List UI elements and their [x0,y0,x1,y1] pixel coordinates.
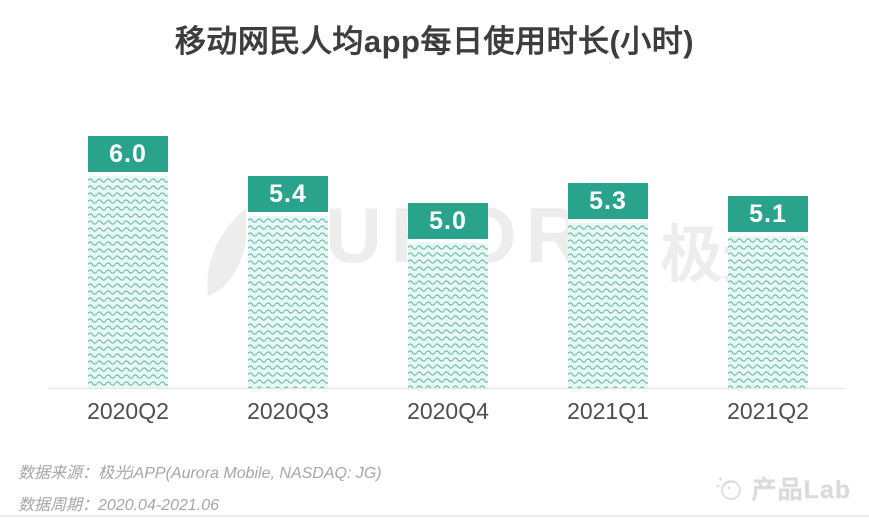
chart-title: 移动网民人均app每日使用时长(小时) [174,24,695,59]
bar-cap: 5.4 [248,176,328,212]
bar-value-label: 5.0 [429,206,467,235]
data-period-note: 数据周期：2020.04-2021.06 [18,497,220,514]
brand-face-icon [716,477,741,500]
bar-value-label: 6.0 [109,139,147,168]
bar-gap [88,172,168,176]
x-axis-label-2021Q2: 2021Q2 [727,398,809,424]
bar-body [728,236,808,388]
bar-cap: 5.3 [568,183,648,219]
brand-logo: 产品Lab [715,470,851,506]
bar-body [568,223,648,388]
x-axis-line [48,388,845,389]
brand-logo-label: 产品Lab [751,476,851,504]
bar-body [248,216,328,388]
bar-body [408,243,488,388]
bar-value-label: 5.3 [589,186,627,215]
bar-gap [408,239,488,243]
x-axis-label-2021Q1: 2021Q1 [567,398,649,424]
bar-gap [568,219,648,223]
bar-2020Q3: 5.4 [248,176,328,388]
x-axis-label-2020Q4: 2020Q4 [407,398,489,424]
bottom-divider [0,515,869,517]
x-axis-label-2020Q2: 2020Q2 [87,398,169,424]
bar-2021Q1: 5.3 [568,183,648,388]
bar-2020Q2: 6.0 [88,136,168,388]
bar-gap [248,212,328,216]
bar-2020Q4: 5.0 [408,203,488,388]
bar-body [88,176,168,388]
bar-value-label: 5.1 [749,199,787,228]
data-source-note: 数据来源：极光iAPP(Aurora Mobile, NASDAQ: JG) [18,465,382,482]
bar-2021Q2: 5.1 [728,196,808,388]
bar-cap: 6.0 [88,136,168,172]
bar-cap: 5.0 [408,203,488,239]
bar-cap: 5.1 [728,196,808,232]
bar-gap [728,232,808,236]
aurora-swoosh-icon [207,208,246,296]
bar-value-label: 5.4 [269,179,307,208]
x-axis-label-2020Q3: 2020Q3 [247,398,329,424]
